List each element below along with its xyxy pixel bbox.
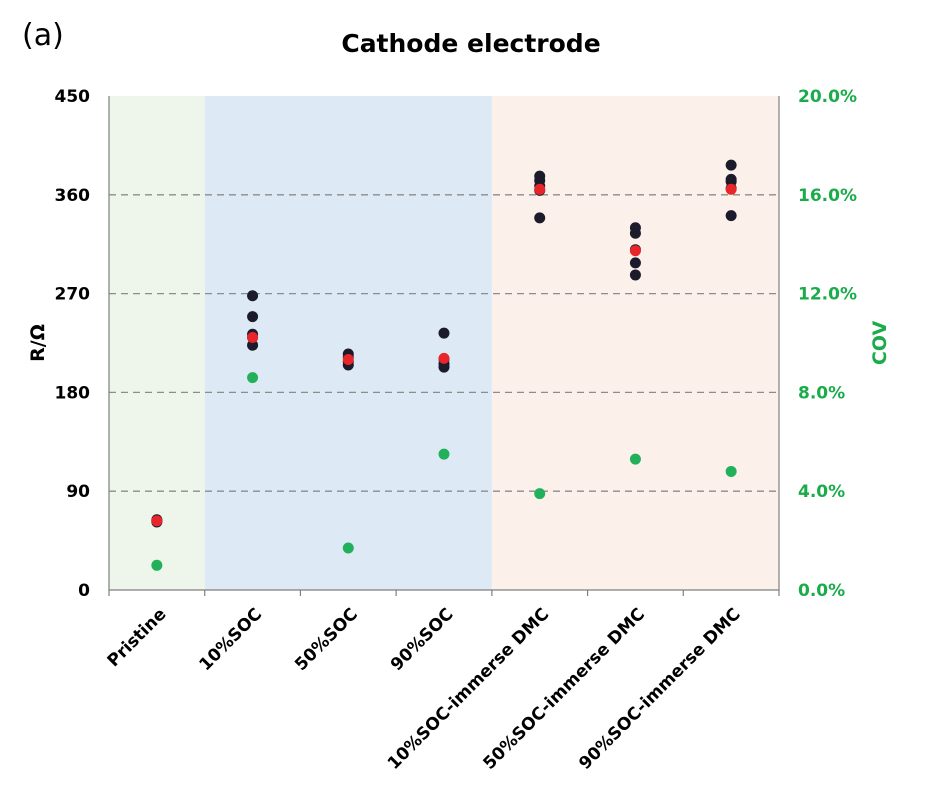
background-region-0 — [109, 96, 205, 590]
resistance-point — [629, 257, 641, 269]
y2-axis-label: COV — [869, 321, 891, 366]
panel-label: (a) — [22, 18, 64, 53]
y-tick-label: 0 — [78, 581, 90, 601]
category-label: 10%SOC — [195, 604, 266, 675]
gridlines — [109, 194, 779, 492]
resistance-point — [629, 269, 641, 281]
y2-tick-label: 4.0% — [798, 482, 845, 502]
mean-resistance-point — [438, 352, 450, 364]
y2-tick-label: 0.0% — [798, 581, 845, 601]
cov-point — [534, 488, 546, 500]
resistance-point — [534, 170, 546, 182]
resistance-point — [725, 210, 737, 222]
resistance-point — [247, 290, 259, 302]
category-label: 50%SOC-immerse DMC — [480, 604, 649, 773]
data-points — [151, 159, 737, 571]
y2-tick-label: 12.0% — [798, 285, 857, 305]
y-axis-label: R/Ω — [27, 324, 49, 362]
mean-resistance-point — [342, 353, 354, 365]
resistance-point — [247, 311, 259, 323]
axes — [108, 96, 780, 596]
cov-point — [725, 465, 737, 477]
resistance-point — [534, 212, 546, 224]
mean-resistance-point — [534, 183, 546, 195]
resistance-point — [247, 339, 259, 351]
category-labels: Pristine 10%SOC 50%SOC 90%SOC10%SOC-immerse… — [104, 604, 745, 773]
mean-resistance-point — [629, 245, 641, 257]
mean-resistance-point — [247, 332, 259, 344]
category-label: 50%SOC — [291, 604, 362, 675]
tick-labels: 0 90 180 270 360 450 0.0% 4.0% 8.0% 12.0% 16.0% 20.… — [55, 87, 857, 601]
y2-tick-label: 16.0% — [798, 186, 857, 206]
y2-tick-label: 20.0% — [798, 87, 857, 107]
cov-point — [151, 559, 163, 571]
background-regions — [109, 96, 779, 590]
mean-resistance-point — [151, 515, 163, 527]
y2-tick-label: 8.0% — [798, 383, 845, 403]
category-label: 90%SOC — [387, 604, 458, 675]
y-tick-label: 270 — [55, 285, 91, 305]
category-label: 90%SOC-immerse DMC — [575, 604, 744, 773]
y-tick-label: 90 — [66, 482, 90, 502]
resistance-point — [438, 327, 450, 339]
category-label: Pristine — [104, 604, 171, 671]
chart-title: Cathode electrode — [341, 29, 600, 58]
resistance-point — [629, 222, 641, 234]
y-tick-label: 360 — [55, 186, 91, 206]
cov-point — [438, 448, 450, 460]
cov-point — [247, 372, 259, 384]
background-region-2 — [491, 96, 779, 590]
y-tick-label: 450 — [55, 87, 91, 107]
mean-resistance-point — [725, 183, 737, 195]
resistance-point — [725, 173, 737, 185]
cov-point — [629, 453, 641, 465]
cov-point — [342, 542, 354, 554]
resistance-point — [725, 159, 737, 171]
y-tick-label: 180 — [55, 383, 91, 403]
category-label: 10%SOC-immerse DMC — [384, 604, 553, 773]
